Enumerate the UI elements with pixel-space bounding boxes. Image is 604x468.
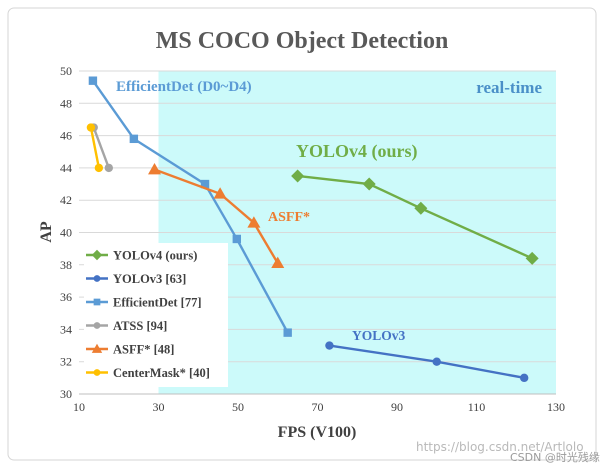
point-0-0	[291, 169, 305, 183]
x-tick-110: 110	[468, 400, 486, 414]
legend-label-1: YOLOv3 [63]	[113, 272, 186, 286]
series-annotation-1: YOLOv3	[352, 328, 406, 343]
chart-title: MS COCO Object Detection	[156, 28, 449, 54]
legend-item-3: ATSS [94]	[86, 319, 167, 333]
y-tick-30: 30	[60, 387, 72, 401]
point-4-0	[148, 163, 162, 175]
legend-marker-3	[93, 322, 101, 329]
legend-item-2: EfficientDet [77]	[86, 296, 202, 310]
point-4-3	[271, 256, 285, 269]
watermark-url: https://blog.csdn.net/Artlolo	[416, 440, 584, 454]
series-0	[291, 169, 539, 265]
x-tick-labels: 10 30 50 70 90 110 130	[73, 400, 565, 414]
y-tick-32: 32	[60, 355, 72, 369]
legend-marker-4	[91, 343, 103, 353]
point-4-1	[213, 187, 227, 199]
y-tick-50: 50	[60, 64, 72, 78]
y-tick-40: 40	[60, 226, 72, 240]
series-annotation-0: YOLOv4 (ours)	[296, 141, 418, 162]
series-annotation-2: EfficientDet (D0~D4)	[116, 79, 252, 95]
x-tick-10: 10	[73, 400, 85, 414]
x-tick-70: 70	[312, 400, 324, 414]
point-2-0	[88, 76, 98, 85]
legend-label-4: ASFF* [48]	[113, 343, 174, 357]
series-line-4	[154, 168, 279, 264]
point-1-0	[325, 341, 334, 350]
y-tick-44: 44	[60, 161, 72, 175]
y-tick-36: 36	[60, 290, 72, 304]
y-tick-labels: 30 32 34 36 38 40 42 44 46 48 50	[60, 64, 72, 401]
series-4	[148, 163, 285, 269]
x-tick-130: 130	[547, 400, 565, 414]
point-4-2	[247, 216, 261, 228]
x-tick-90: 90	[391, 400, 403, 414]
y-tick-42: 42	[60, 193, 72, 207]
legend-item-1: YOLOv3 [63]	[86, 272, 186, 286]
point-2-3	[232, 234, 242, 244]
series-line-0	[297, 174, 533, 260]
series-line-5	[89, 127, 101, 169]
legend-marker-0	[91, 249, 103, 261]
y-tick-46: 46	[60, 129, 72, 143]
point-2-1	[129, 134, 139, 144]
legend-label-3: ATSS [94]	[113, 319, 167, 333]
x-tick-30: 30	[153, 400, 165, 414]
series-line-3	[92, 127, 110, 169]
legend-label-0: YOLOv4 (ours)	[113, 249, 197, 263]
x-tick-50: 50	[232, 400, 244, 414]
legend	[84, 243, 228, 387]
realtime-label: real-time	[476, 78, 542, 97]
legend-item-0: YOLOv4 (ours)	[86, 249, 197, 263]
legend-marker-1	[93, 275, 101, 282]
series-labels: YOLOv4 (ours) YOLOv3 EfficientDet (D0~D4) A…	[116, 79, 418, 343]
x-axis-label: FPS (V100)	[278, 424, 357, 441]
point-2-4	[283, 328, 292, 337]
legend-label-2: EfficientDet [77]	[113, 296, 202, 310]
series-5	[86, 123, 104, 173]
point-5-0	[86, 123, 96, 132]
point-0-2	[414, 201, 428, 215]
series-layer	[86, 76, 539, 383]
legend-item-4: ASFF* [48]	[86, 343, 174, 357]
y-axis-label: AP	[38, 221, 55, 243]
point-1-1	[432, 357, 441, 366]
legend-item-5: CenterMask* [40]	[86, 366, 210, 380]
series-annotation-4: ASFF*	[268, 210, 310, 225]
series-2	[88, 76, 292, 337]
point-1-2	[520, 373, 529, 383]
legend-label-5: CenterMask* [40]	[113, 366, 210, 380]
legend-marker-2	[93, 298, 101, 306]
watermark-credit: CSDN @时光残缘	[510, 451, 600, 464]
point-5-1	[94, 163, 104, 173]
point-3-1	[104, 163, 114, 173]
series-1	[325, 341, 529, 383]
legend-marker-5	[93, 369, 101, 376]
y-tick-34: 34	[60, 322, 72, 336]
point-0-3	[525, 251, 539, 265]
legend-items: YOLOv4 (ours) YOLOv3 [63] EfficientDet [77…	[86, 249, 210, 380]
y-tick-38: 38	[60, 258, 72, 272]
point-0-1	[362, 177, 376, 191]
y-tick-48: 48	[60, 96, 72, 110]
point-2-2	[200, 179, 210, 189]
